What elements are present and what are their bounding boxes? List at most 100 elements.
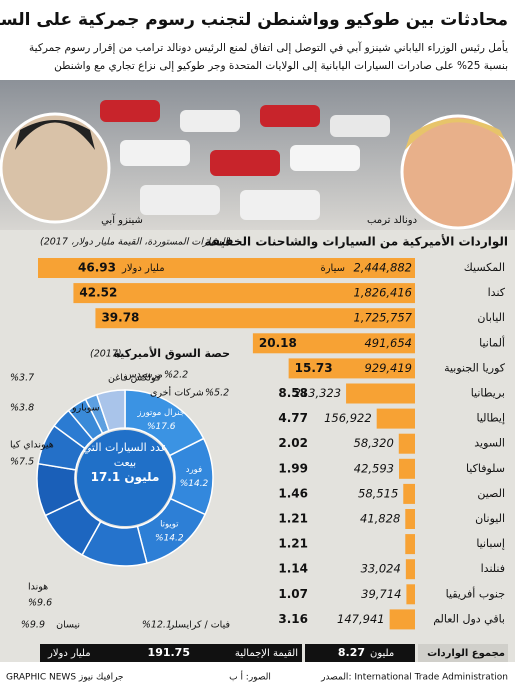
segment-value: %2.2: [164, 370, 188, 381]
bar: [389, 609, 415, 630]
value-label: 1.07: [278, 587, 308, 601]
photo-caption: شينزو آبي: [101, 213, 143, 226]
category-label: السويد: [474, 437, 505, 450]
bar: [73, 283, 416, 304]
segment-label: نيسان: [56, 620, 80, 631]
value-label: 20.18: [259, 336, 297, 350]
category-label: اليونان: [475, 512, 505, 525]
count-label: 2,444,882: [353, 261, 412, 275]
segment-value: %12.1: [142, 620, 172, 631]
count-label: 147,941: [337, 612, 385, 626]
segment-label: تويوتا: [160, 519, 179, 529]
count-label: 39,714: [361, 587, 401, 601]
count-label: 491,654: [364, 336, 412, 350]
count-label: 1,826,416: [353, 286, 412, 300]
value-label: 8.58: [278, 386, 308, 400]
photo-trump: [400, 114, 515, 230]
count-label: 41,828: [360, 512, 400, 526]
bar: [403, 483, 415, 504]
segment-label: فيات / كرايسلر: [169, 620, 230, 631]
value-label: 2.02: [278, 436, 308, 450]
segment-label: شركات أخرى: [150, 386, 204, 399]
hair: [15, 120, 95, 150]
bar: [398, 433, 415, 454]
category-label: كندا: [488, 286, 506, 299]
subtitle: يأمل رئيس الوزراء الياباني شينزو آبي في …: [29, 40, 508, 54]
total-label: القيمة الإجمالية: [235, 648, 298, 659]
bar: [95, 308, 415, 329]
bar: [405, 559, 415, 580]
category-label: بريطانيا: [471, 387, 505, 400]
center-value: 17.1 مليون: [82, 470, 168, 485]
total-box: [40, 644, 302, 662]
center-unit: مليون: [124, 470, 160, 484]
category-label: سلوفاكيا: [466, 462, 505, 475]
bar: [288, 358, 415, 379]
segment-value: %3.8: [10, 403, 34, 414]
count-label: 58,515: [358, 486, 398, 500]
count-label: 1,725,757: [353, 311, 412, 325]
source: المصدر: International Trade Administrati…: [320, 673, 508, 683]
total-unit: مليون: [370, 648, 394, 659]
total-box: [418, 644, 508, 662]
center-number: 17.1: [90, 470, 121, 484]
count-unit: سيارة: [320, 263, 345, 274]
count-label: 33,024: [361, 562, 401, 576]
total-value: 191.75: [148, 646, 190, 659]
value-label: 1.99: [278, 461, 308, 475]
value-label: 15.73: [295, 361, 333, 375]
bar: [405, 509, 415, 529]
category-label: المكسيك: [464, 261, 505, 274]
donut-title: حصة السوق الأميركية: [113, 346, 230, 360]
segment-value: %5.2: [205, 388, 229, 399]
value-label: 1.14: [278, 562, 308, 576]
segment-label: جنرال موتورز: [136, 408, 185, 418]
value-label: 1.21: [278, 512, 308, 526]
segment-value: %3.7: [10, 373, 34, 384]
bar: [399, 458, 415, 479]
count-label: 929,419: [364, 361, 412, 375]
photo-credit: الصور: أ ب: [229, 671, 271, 683]
category-label: جنوب أفريقيا: [446, 586, 505, 600]
count-label: 42,593: [354, 461, 394, 475]
category-label: باقي دول العالم: [433, 612, 505, 625]
value-unit: مليار دولار: [121, 263, 165, 274]
donut-subtitle: (2017): [90, 349, 122, 360]
category-label: كوريا الجنوبية: [444, 361, 506, 374]
donut-segment: [95, 389, 126, 432]
value-label: 39.78: [101, 311, 139, 325]
value-label: 42.52: [79, 286, 117, 300]
segment-label: مرسيدس: [125, 370, 163, 381]
chart-subtitle: (السيارات المستوردة، القيمة مليار دولار،…: [40, 237, 231, 248]
segment-value: %14.2: [180, 479, 209, 489]
bar: [252, 333, 415, 354]
bar: [406, 584, 415, 605]
total-value: 8.27: [338, 646, 365, 659]
count-label: 213,323: [294, 386, 342, 400]
category-label: اليابان: [477, 311, 505, 324]
segment-value: %17.6: [147, 422, 176, 432]
segment-value: %14.2: [155, 533, 184, 543]
segment-value: %9.9: [21, 620, 45, 631]
subtitle: بنسبة 25% على صادرات السيارات اليابانية …: [54, 60, 508, 72]
total-box: [305, 644, 415, 662]
bar: [376, 408, 415, 429]
segment-value: %7.5: [10, 457, 34, 468]
chart-title: الواردات الأميركية من السيارات والشاحنات…: [204, 234, 508, 250]
segment-label: سوبارو: [71, 403, 100, 414]
donut-hole: [77, 430, 173, 526]
value-label: 3.16: [278, 612, 308, 626]
value-label: 4.77: [278, 411, 308, 425]
value-label: 1.46: [278, 486, 308, 500]
center-label: عدد السيارات التي بيعت: [82, 441, 168, 469]
category-label: ألمانيا: [479, 335, 505, 349]
donut-center: عدد السيارات التي بيعت 17.1 مليون: [82, 440, 168, 485]
segment-label: فورد: [186, 465, 202, 475]
segment-label: هيونداي كيا: [10, 440, 54, 451]
count-label: 156,922: [324, 411, 372, 425]
credit: GRAPHIC NEWS جرافيك نيوز: [6, 673, 124, 683]
value-label: 1.21: [278, 537, 308, 551]
category-label: فنلندا: [481, 562, 505, 575]
